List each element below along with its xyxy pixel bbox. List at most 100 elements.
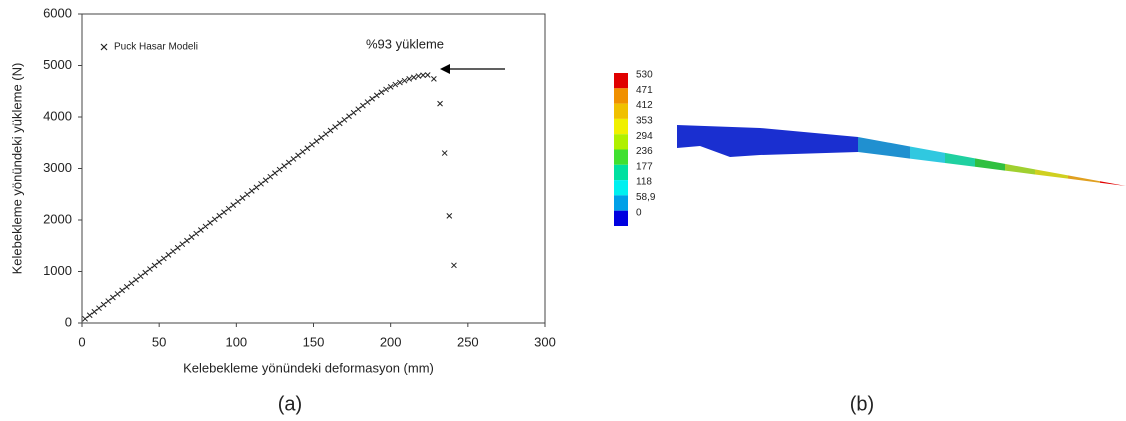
colorbar-label: 471: [636, 85, 653, 96]
legend-label: Puck Hasar Modeli: [114, 42, 198, 53]
marker: [175, 245, 180, 250]
marker: [425, 73, 430, 78]
marker: [254, 185, 259, 190]
marker: [411, 75, 416, 80]
marker: [305, 146, 310, 151]
marker: [92, 309, 97, 314]
colorbar-box: [614, 134, 628, 149]
marker: [263, 178, 268, 183]
marker: [110, 295, 115, 300]
marker: [157, 259, 162, 264]
marker: [189, 235, 194, 240]
marker: [277, 167, 282, 172]
marker: [147, 267, 152, 272]
marker: [115, 291, 120, 296]
marker: [268, 174, 273, 179]
marker: [240, 196, 245, 201]
marker: [431, 76, 436, 81]
marker: [161, 256, 166, 261]
marker: [217, 213, 222, 218]
marker: [309, 142, 314, 147]
marker: [212, 217, 217, 222]
marker: [96, 306, 101, 311]
marker: [226, 206, 231, 211]
marker: [365, 100, 370, 105]
marker: [438, 101, 443, 106]
marker: [272, 171, 277, 176]
y-tick-label: 3000: [43, 160, 72, 175]
marker: [208, 220, 213, 225]
marker: [379, 90, 384, 95]
marker: [101, 302, 106, 307]
marker: [134, 277, 139, 282]
colorbar-label: 530: [636, 70, 653, 81]
y-tick-label: 1000: [43, 263, 72, 278]
colorbar-label: 353: [636, 116, 653, 127]
figure: 0501001502002503000100020003000400050006…: [0, 0, 1126, 421]
colorbar-label: 294: [636, 131, 653, 142]
x-tick-label: 100: [225, 334, 247, 349]
colorbar-box: [614, 180, 628, 195]
marker: [152, 263, 157, 268]
marker: [180, 242, 185, 247]
y-tick-label: 0: [65, 314, 72, 329]
marker: [333, 124, 338, 129]
blade: [677, 125, 1126, 186]
colorbar-box: [614, 73, 628, 88]
legend-marker: [101, 44, 107, 50]
marker: [397, 80, 402, 85]
colorbar-box: [614, 165, 628, 180]
marker: [231, 203, 236, 208]
marker: [245, 192, 250, 197]
blade-segment: [677, 125, 858, 157]
blade-segment: [1100, 181, 1126, 186]
blade-segment: [858, 137, 910, 159]
marker: [314, 139, 319, 144]
blade-segment: [975, 158, 1005, 170]
colorbar-label: 236: [636, 146, 653, 157]
marker: [235, 199, 240, 204]
marker: [296, 153, 301, 158]
marker: [166, 252, 171, 257]
marker: [221, 210, 226, 215]
marker: [87, 313, 92, 318]
marker: [337, 121, 342, 126]
marker: [346, 114, 351, 119]
marker: [106, 299, 111, 304]
y-tick-label: 2000: [43, 211, 72, 226]
marker: [351, 110, 356, 115]
marker: [402, 78, 407, 83]
marker: [451, 263, 456, 268]
x-tick-label: 50: [152, 334, 166, 349]
colorbar-box: [614, 104, 628, 119]
y-tick-label: 6000: [43, 5, 72, 20]
marker: [388, 84, 393, 89]
marker: [300, 149, 305, 154]
caption: (a): [278, 393, 302, 415]
marker: [83, 316, 88, 321]
marker: [342, 117, 347, 122]
marker: [171, 249, 176, 254]
marker: [124, 284, 129, 289]
marker: [370, 96, 375, 101]
blade-segment: [910, 147, 945, 164]
marker: [384, 87, 389, 92]
colorbar-box: [614, 195, 628, 210]
marker: [319, 135, 324, 140]
marker: [323, 132, 328, 137]
marker: [194, 231, 199, 236]
marker: [286, 160, 291, 165]
marker: [138, 274, 143, 279]
caption: (b): [850, 393, 874, 415]
blade-segment: [945, 153, 975, 167]
colorbar-box: [614, 211, 628, 226]
blade-segment: [1005, 164, 1035, 175]
blade-segment: [1035, 169, 1068, 178]
y-tick-label: 5000: [43, 57, 72, 72]
page: 0501001502002503000100020003000400050006…: [0, 0, 1126, 421]
marker: [393, 82, 398, 87]
marker: [374, 93, 379, 98]
marker: [421, 73, 426, 78]
marker: [120, 288, 125, 293]
x-axis-label: Kelebekleme yönündeki deformasyon (mm): [183, 360, 434, 375]
